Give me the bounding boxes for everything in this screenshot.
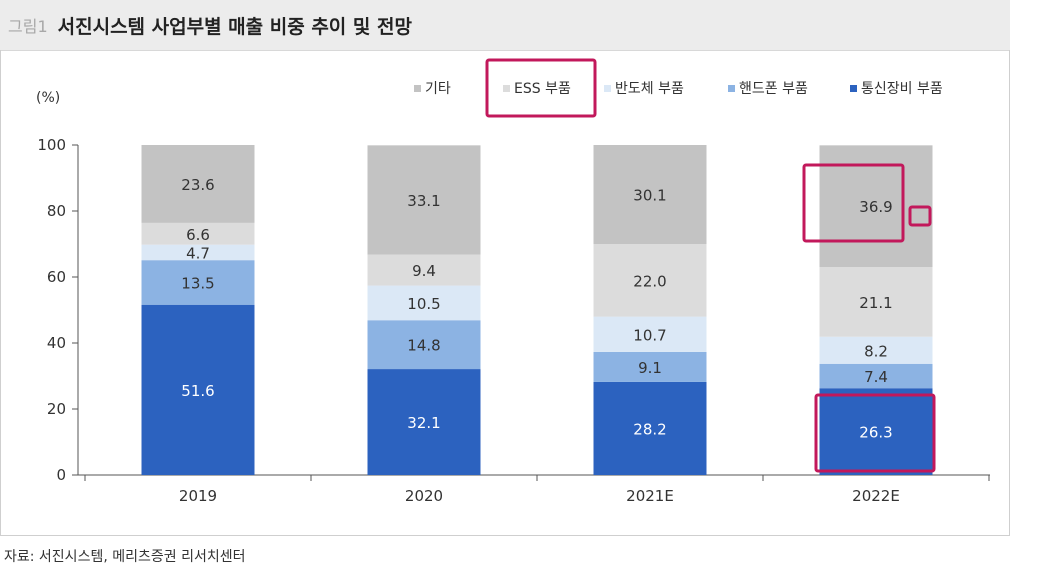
bar-segment bbox=[819, 363, 933, 389]
bar-segment bbox=[593, 145, 707, 244]
bar-segment bbox=[141, 260, 255, 305]
y-tick-label: 40 bbox=[47, 334, 66, 352]
data-label: 8.2 bbox=[864, 342, 888, 360]
y-axis-label: (%) bbox=[36, 90, 60, 106]
data-label: 9.1 bbox=[638, 359, 662, 377]
y-tick-label: 20 bbox=[47, 400, 66, 418]
figure-title: 서진시스템 사업부별 매출 비중 추이 및 전망 bbox=[57, 15, 412, 38]
bar-segment bbox=[141, 304, 255, 475]
bar-segment bbox=[367, 145, 481, 255]
x-tick-label: 2020 bbox=[405, 487, 443, 505]
bar-segment bbox=[141, 145, 255, 223]
frame-bottom-border bbox=[0, 535, 1010, 536]
bar-segment bbox=[593, 316, 707, 352]
data-label: 4.7 bbox=[186, 244, 210, 262]
data-label: 28.2 bbox=[633, 420, 666, 438]
data-label: 9.4 bbox=[412, 262, 436, 280]
bar-segment bbox=[141, 244, 255, 261]
callout-highlight-box bbox=[908, 205, 932, 227]
value-highlight-box bbox=[802, 163, 905, 243]
legend-swatch bbox=[503, 85, 510, 92]
legend-swatch bbox=[728, 85, 735, 92]
frame-right-border bbox=[1009, 50, 1010, 535]
bar-segment bbox=[367, 369, 481, 475]
data-label: 26.3 bbox=[859, 424, 892, 442]
data-label: 33.1 bbox=[407, 192, 440, 210]
bar-segment bbox=[367, 254, 481, 286]
data-label: 10.5 bbox=[407, 295, 440, 313]
x-tick-label: 2019 bbox=[179, 487, 217, 505]
legend-swatch bbox=[604, 85, 611, 92]
x-tick-label: 2021E bbox=[626, 487, 674, 505]
legend-label: 반도체 부품 bbox=[615, 81, 684, 97]
data-label: 30.1 bbox=[633, 187, 666, 205]
data-label: 21.1 bbox=[859, 294, 892, 312]
data-label: 22.0 bbox=[633, 272, 666, 290]
bar-segment bbox=[593, 381, 707, 475]
bar-segment bbox=[593, 244, 707, 317]
bar-segment bbox=[367, 285, 481, 321]
y-tick-label: 60 bbox=[47, 268, 66, 286]
y-tick-label: 100 bbox=[37, 136, 66, 154]
data-label: 6.6 bbox=[186, 226, 210, 244]
data-label: 14.8 bbox=[407, 337, 440, 355]
legend-label: 통신장비 부품 bbox=[861, 81, 943, 97]
figure-number: 그림1 bbox=[8, 17, 48, 36]
data-label: 32.1 bbox=[407, 414, 440, 432]
legend-swatch bbox=[850, 85, 857, 92]
legend-label: 핸드폰 부품 bbox=[739, 81, 808, 97]
bar-segment bbox=[819, 267, 933, 337]
bar-segment bbox=[819, 388, 933, 475]
bar-segment bbox=[367, 320, 481, 370]
legend-label: ESS 부품 bbox=[514, 81, 571, 97]
data-label: 7.4 bbox=[864, 368, 888, 386]
y-tick-label: 0 bbox=[56, 466, 66, 484]
source-note: 자료: 서진시스템, 메리츠증권 리서치센터 bbox=[4, 549, 246, 565]
figure-header: 그림1 서진시스템 사업부별 매출 비중 추이 및 전망 bbox=[0, 0, 1010, 51]
stacked-bar-chart: (%) 0 20 40 60 80 100 51.6 13.5 4.76.6 23.6 2019 32.… bbox=[36, 58, 990, 505]
data-label: 10.7 bbox=[633, 326, 666, 344]
bar-segment bbox=[593, 351, 707, 382]
bar-highlight-box bbox=[814, 393, 936, 473]
data-label: 23.6 bbox=[181, 176, 214, 194]
data-label: 13.5 bbox=[181, 274, 214, 292]
legend-swatch bbox=[414, 85, 421, 92]
bar-segment bbox=[819, 336, 933, 364]
legend-label: 기타 bbox=[425, 81, 451, 97]
data-label: 36.9 bbox=[859, 198, 892, 216]
y-tick-label: 80 bbox=[47, 202, 66, 220]
legend-highlight-box bbox=[485, 58, 597, 118]
frame-left-border bbox=[0, 50, 1, 535]
x-tick-label: 2022E bbox=[852, 487, 900, 505]
bar-segment bbox=[141, 222, 255, 245]
data-label: 51.6 bbox=[181, 382, 214, 400]
